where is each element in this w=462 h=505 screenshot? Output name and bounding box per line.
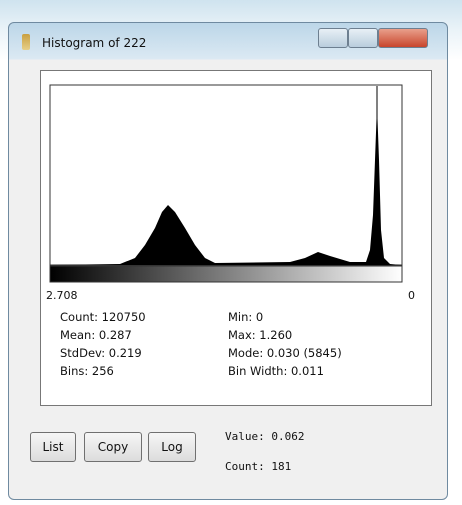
count-readout: Count: 181 [225, 460, 292, 473]
maximize-button[interactable] [348, 28, 378, 48]
value-readout: Value: 0.062 [225, 430, 305, 443]
window-title: Histogram of 222 [42, 36, 147, 50]
stat-left: Bins: 256 [60, 364, 114, 378]
window-icon [22, 34, 30, 50]
button[interactable]: Copy [84, 432, 142, 462]
minimize-button[interactable] [318, 28, 348, 48]
plot-frame [49, 84, 403, 266]
button[interactable]: Log [148, 432, 196, 462]
stat-left: StdDev: 0.219 [60, 346, 142, 360]
stat-right: Min: 0 [228, 310, 264, 324]
button[interactable]: List [30, 432, 76, 462]
lut-bar [49, 265, 403, 283]
stat-right: Mode: 0.030 (5845) [228, 346, 342, 360]
stat-right: Max: 1.260 [228, 328, 293, 342]
close-button[interactable] [378, 28, 428, 48]
stat-left: Mean: 0.287 [60, 328, 132, 342]
right-label: 0 [408, 289, 415, 302]
left-label: 2.708 [46, 289, 78, 302]
stat-left: Count: 120750 [60, 310, 146, 324]
stat-right: Bin Width: 0.011 [228, 364, 324, 378]
